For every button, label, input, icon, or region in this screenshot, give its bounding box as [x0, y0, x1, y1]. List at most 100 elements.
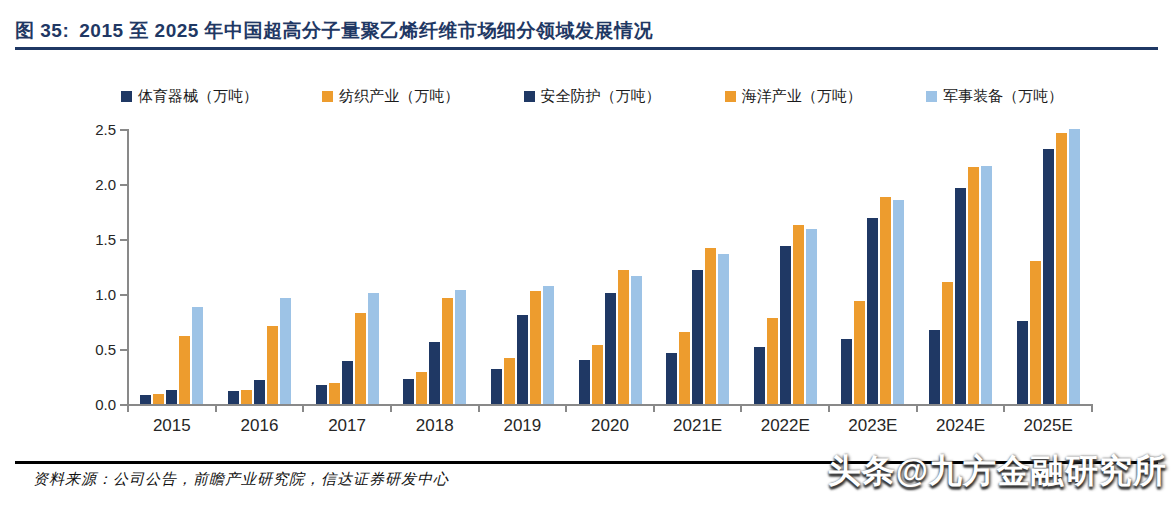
- legend-item: 体育器械（万吨）: [121, 87, 258, 106]
- bar: [893, 200, 904, 404]
- y-axis-tick-label: 0.5: [82, 341, 116, 358]
- bar: [368, 293, 379, 404]
- bar: [767, 318, 778, 404]
- x-axis-tick: [127, 406, 129, 412]
- x-axis-tick: [653, 406, 655, 412]
- x-axis-tick: [916, 406, 918, 412]
- bar: [342, 361, 353, 404]
- x-axis-category-label: 2022E: [741, 416, 829, 436]
- bar: [631, 276, 642, 404]
- report-figure-page: 图 35:2015 至 2025 年中国超高分子量聚乙烯纤维市场细分领域发展情况…: [0, 0, 1173, 506]
- bar: [166, 390, 177, 404]
- bar: [705, 248, 716, 404]
- bar: [679, 332, 690, 404]
- x-axis-tick: [828, 406, 830, 412]
- bar: [455, 290, 466, 404]
- x-axis-category-label: 2019: [479, 416, 567, 436]
- bar: [1030, 261, 1041, 404]
- bar: [666, 353, 677, 404]
- bar: [1056, 133, 1067, 404]
- bar: [530, 291, 541, 404]
- x-axis-tick: [478, 406, 480, 412]
- x-axis-tick: [1003, 406, 1005, 412]
- x-axis-category-label: 2015: [128, 416, 216, 436]
- bar: [543, 286, 554, 404]
- bar: [1017, 321, 1028, 404]
- bar: [841, 339, 852, 404]
- bar: [981, 166, 992, 404]
- bar: [880, 197, 891, 404]
- y-axis-tick: [120, 294, 128, 296]
- legend-swatch-icon: [524, 91, 535, 102]
- bar: [504, 358, 515, 404]
- bar: [517, 315, 528, 404]
- bar: [254, 380, 265, 404]
- legend-label: 军事装备（万吨）: [943, 87, 1063, 106]
- bar: [429, 342, 440, 404]
- bar: [867, 218, 878, 404]
- bar: [280, 298, 291, 404]
- x-axis-category-label: 2021E: [654, 416, 742, 436]
- bar-chart: 体育器械（万吨） 纺织产业（万吨） 安全防护（万吨） 海洋产业（万吨） 军事装备（万吨）…: [0, 0, 1173, 506]
- watermark-text: 头条@九方金融研究所: [828, 449, 1167, 494]
- y-axis-tick: [120, 349, 128, 351]
- bar: [754, 347, 765, 404]
- x-axis-category-label: 2024E: [917, 416, 1005, 436]
- bar: [355, 313, 366, 404]
- x-axis-tick: [390, 406, 392, 412]
- x-axis-category-label: 2016: [216, 416, 304, 436]
- x-axis-tick: [215, 406, 217, 412]
- bar: [1043, 149, 1054, 404]
- legend-item: 军事装备（万吨）: [926, 87, 1063, 106]
- legend-swatch-icon: [322, 91, 333, 102]
- bar: [442, 298, 453, 404]
- x-axis-category-label: 2023E: [829, 416, 917, 436]
- legend-item: 海洋产业（万吨）: [725, 87, 862, 106]
- bar: [329, 383, 340, 404]
- y-axis-tick-label: 1.0: [82, 286, 116, 303]
- bar: [929, 330, 940, 404]
- bar: [241, 390, 252, 404]
- bar: [692, 270, 703, 404]
- bar: [942, 282, 953, 404]
- bar: [618, 270, 629, 404]
- bar: [605, 293, 616, 404]
- y-axis-tick: [120, 129, 128, 131]
- y-axis-tick-label: 2.0: [82, 176, 116, 193]
- bar: [793, 225, 804, 404]
- bar: [192, 307, 203, 404]
- bar: [153, 394, 164, 404]
- x-axis-category-label: 2018: [391, 416, 479, 436]
- source-note: 资料来源：公司公告，前瞻产业研究院，信达证券研发中心: [33, 470, 449, 489]
- bar: [579, 360, 590, 404]
- x-axis-tick: [302, 406, 304, 412]
- legend-label: 纺织产业（万吨）: [339, 87, 459, 106]
- bar: [267, 326, 278, 404]
- legend-label: 安全防护（万吨）: [541, 87, 661, 106]
- legend-swatch-icon: [725, 91, 736, 102]
- bar: [955, 188, 966, 404]
- bar: [416, 372, 427, 404]
- bar: [316, 385, 327, 404]
- x-axis-line: [127, 404, 1093, 406]
- chart-legend: 体育器械（万吨） 纺织产业（万吨） 安全防护（万吨） 海洋产业（万吨） 军事装备（万吨）: [121, 87, 1063, 106]
- bar: [140, 395, 151, 404]
- y-axis-tick-label: 2.5: [82, 121, 116, 138]
- bar: [1069, 129, 1080, 404]
- legend-item: 纺织产业（万吨）: [322, 87, 459, 106]
- legend-item: 安全防护（万吨）: [524, 87, 661, 106]
- x-axis-category-label: 2020: [566, 416, 654, 436]
- bar: [780, 246, 791, 404]
- y-axis-tick-label: 1.5: [82, 231, 116, 248]
- bar: [806, 229, 817, 404]
- x-axis-tick: [740, 406, 742, 412]
- bar: [718, 254, 729, 404]
- y-axis-tick: [120, 184, 128, 186]
- legend-swatch-icon: [121, 91, 132, 102]
- bar: [228, 391, 239, 404]
- y-axis-tick: [120, 239, 128, 241]
- x-axis-tick: [1091, 406, 1093, 412]
- x-axis-tick: [565, 406, 567, 412]
- bar: [179, 336, 190, 404]
- y-axis-tick-label: 0.0: [82, 396, 116, 413]
